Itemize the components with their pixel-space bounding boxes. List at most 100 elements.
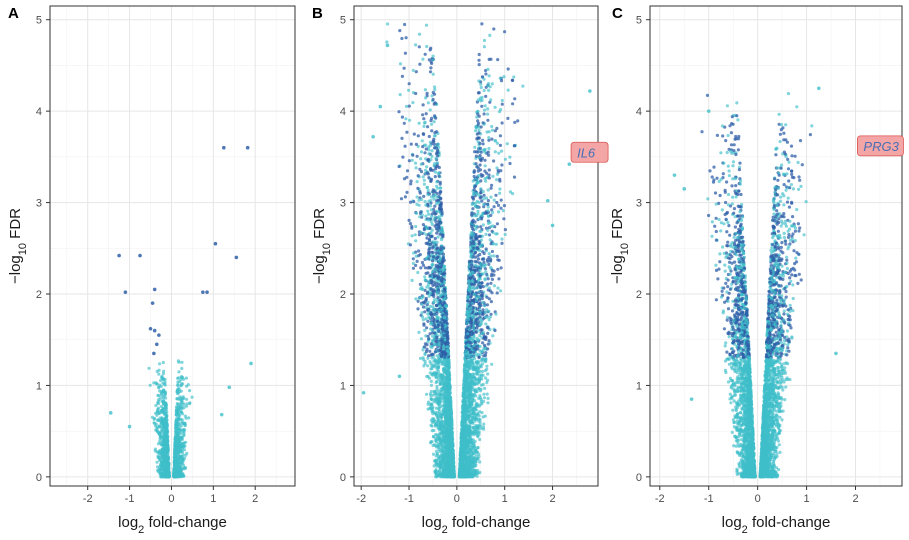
data-point (492, 254, 496, 258)
data-point (498, 191, 502, 195)
data-point (419, 337, 423, 341)
data-point (422, 117, 426, 121)
data-point (179, 389, 183, 393)
data-point (484, 322, 488, 326)
data-point (173, 438, 177, 442)
data-point (503, 30, 507, 34)
data-point (414, 254, 418, 258)
data-point (174, 434, 178, 438)
data-point (421, 103, 425, 107)
data-point (482, 88, 486, 93)
data-point (431, 97, 435, 102)
data-point (473, 259, 477, 264)
data-point (482, 108, 487, 112)
data-point (431, 452, 436, 456)
data-point (433, 325, 437, 329)
data-point (179, 383, 183, 387)
data-point (163, 380, 167, 384)
significant-point (245, 145, 250, 150)
data-point (420, 315, 425, 319)
data-point (154, 403, 158, 408)
data-point (178, 402, 182, 406)
data-point (430, 372, 434, 376)
data-point (155, 418, 160, 422)
data-point (494, 242, 498, 246)
data-point (487, 146, 491, 151)
data-point (486, 118, 490, 122)
data-point (481, 313, 485, 317)
data-point (497, 277, 501, 281)
data-point (510, 102, 515, 106)
x-tick-label: 0 (454, 493, 460, 505)
data-point (480, 104, 484, 108)
data-point (435, 150, 439, 155)
data-point (386, 22, 390, 26)
data-point (155, 369, 159, 373)
data-point (500, 237, 504, 241)
data-point (398, 93, 402, 97)
data-point (161, 460, 165, 464)
data-point (478, 460, 482, 464)
data-point (416, 134, 420, 138)
data-point (158, 457, 162, 462)
panel-border (49, 5, 296, 487)
data-point (496, 203, 501, 207)
data-point (490, 82, 494, 86)
data-point (398, 29, 402, 33)
data-point (423, 52, 427, 56)
y-axis-title: −log10 FDR (7, 208, 29, 284)
data-point (486, 282, 490, 286)
data-point (157, 372, 161, 376)
data-point (177, 413, 181, 417)
data-point (188, 389, 192, 393)
data-point (482, 193, 486, 197)
significant-point (201, 290, 205, 294)
data-point (492, 284, 496, 288)
data-point (180, 366, 184, 371)
data-point (415, 180, 419, 184)
data-point (473, 150, 477, 154)
x-tick-label: -1 (404, 493, 414, 505)
data-point (484, 72, 488, 76)
data-point (403, 22, 407, 27)
y-tick-label: 2 (340, 289, 346, 301)
x-tick-label: 2 (549, 493, 555, 505)
data-point (499, 266, 503, 270)
data-point (184, 440, 188, 444)
data-point (473, 250, 478, 254)
data-point (502, 75, 506, 79)
data-point (184, 376, 188, 380)
data-point (163, 424, 167, 429)
y-tick-label: 4 (36, 106, 42, 118)
data-point (485, 392, 489, 396)
data-point (185, 402, 189, 406)
data-point (407, 159, 411, 163)
data-point (161, 372, 166, 376)
data-point (432, 312, 436, 317)
data-point (183, 414, 187, 418)
data-point (482, 396, 487, 400)
data-point (414, 43, 418, 47)
data-point (488, 33, 492, 38)
data-point (164, 396, 168, 400)
data-point (490, 183, 494, 187)
data-point (400, 36, 404, 41)
panel-letter: A (8, 5, 19, 22)
y-tick-label: 3 (340, 198, 346, 210)
data-point (486, 342, 490, 346)
data-point (414, 166, 418, 170)
outlier-point (127, 424, 132, 429)
data-point (500, 121, 504, 125)
data-point (479, 229, 483, 233)
data-point (157, 394, 161, 398)
outlier-point (227, 385, 232, 390)
data-point (510, 78, 515, 82)
data-point (482, 422, 486, 426)
data-point (175, 391, 180, 396)
data-point (495, 200, 499, 205)
data-point (429, 66, 433, 70)
data-point (405, 190, 409, 194)
x-tick-label: 1 (502, 493, 508, 505)
data-point (190, 395, 194, 399)
